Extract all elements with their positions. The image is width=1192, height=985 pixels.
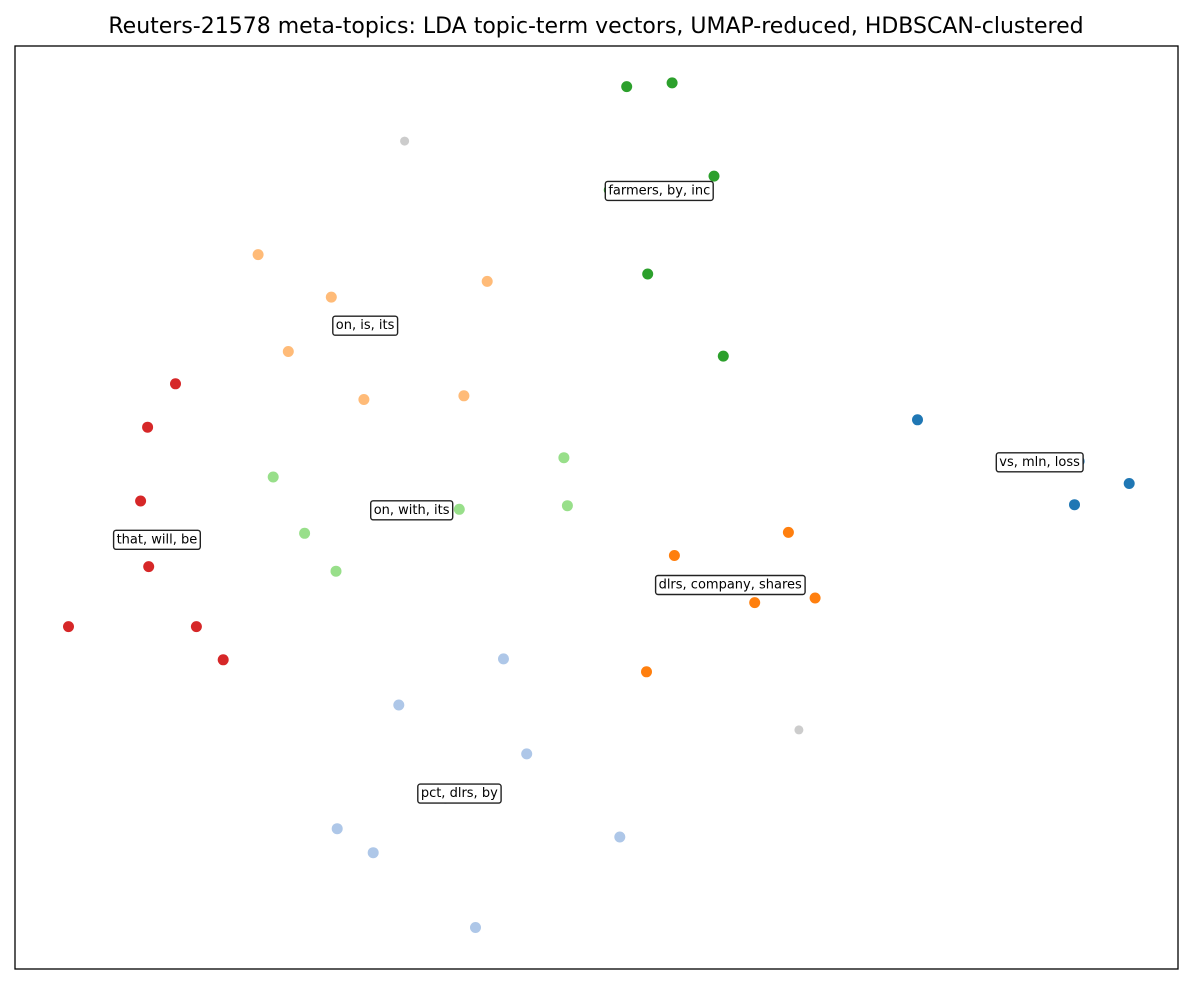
data-point: [521, 748, 533, 760]
cluster-label-box: [654, 574, 806, 596]
data-point: [561, 500, 573, 512]
data-point: [267, 471, 279, 483]
data-point: [63, 621, 74, 633]
cluster-label-text: on, with, its: [374, 503, 450, 518]
cluster-label-box: [604, 180, 714, 202]
data-point: [641, 666, 652, 678]
cluster-label-box: [332, 315, 399, 336]
data-point: [453, 503, 465, 515]
cluster-label: on, is, its: [332, 315, 399, 336]
cluster-label: dlrs, company, shares: [654, 574, 806, 596]
cluster-label-text: that, will, be: [117, 532, 198, 547]
data-point: [782, 526, 794, 538]
data-point: [749, 597, 761, 609]
cluster-label-box: [995, 452, 1084, 473]
data-point: [358, 394, 370, 405]
cluster-label: that, will, be: [112, 529, 201, 550]
cluster-label-text: on, is, its: [336, 318, 395, 333]
data-point: [809, 592, 821, 604]
data-point: [708, 170, 720, 182]
plot-area: [14, 45, 1179, 970]
data-point: [330, 565, 342, 577]
data-point: [367, 847, 379, 859]
noise-point: [794, 725, 804, 735]
cluster-labels-layer: farmers, by, inc on, is, its that, will, b…: [112, 180, 1084, 804]
cluster-label-text: pct, dlrs, by: [421, 786, 498, 801]
cluster-label: vs, mln, loss: [995, 452, 1084, 473]
cluster-label: on, with, its: [370, 500, 454, 521]
cluster-label: farmers, by, inc: [604, 180, 714, 202]
data-point: [1069, 499, 1080, 511]
data-point: [190, 621, 202, 633]
data-point: [143, 561, 155, 573]
data-point: [252, 249, 264, 261]
data-point: [558, 452, 570, 464]
cluster-label-box: [370, 500, 454, 521]
data-point: [1123, 478, 1135, 489]
data-point: [498, 653, 509, 665]
data-point: [642, 268, 654, 280]
data-point: [135, 495, 147, 507]
data-point: [614, 831, 626, 843]
data-point: [170, 378, 181, 390]
data-point: [668, 550, 680, 561]
data-point: [621, 81, 633, 93]
data-point: [912, 414, 923, 426]
noise-point: [400, 136, 410, 146]
chart-title: Reuters-21578 meta-topics: LDA topic-ter…: [108, 14, 1083, 39]
cluster-label-text: farmers, by, inc: [608, 183, 710, 198]
data-point: [282, 346, 294, 357]
cluster-label: pct, dlrs, by: [417, 783, 502, 804]
data-point: [458, 390, 470, 402]
cluster-label-box: [417, 783, 502, 804]
data-point: [666, 77, 678, 89]
data-point: [217, 654, 229, 666]
data-point: [325, 291, 337, 303]
data-point: [717, 350, 729, 362]
data-point: [481, 275, 493, 287]
cluster-label-text: dlrs, company, shares: [659, 578, 802, 593]
data-point: [331, 823, 343, 835]
data-point: [470, 922, 481, 933]
cluster-label-text: vs, mln, loss: [999, 455, 1080, 470]
data-point: [142, 421, 154, 433]
cluster-label-box: [112, 529, 201, 550]
data-point: [299, 527, 311, 539]
data-point: [393, 699, 405, 711]
